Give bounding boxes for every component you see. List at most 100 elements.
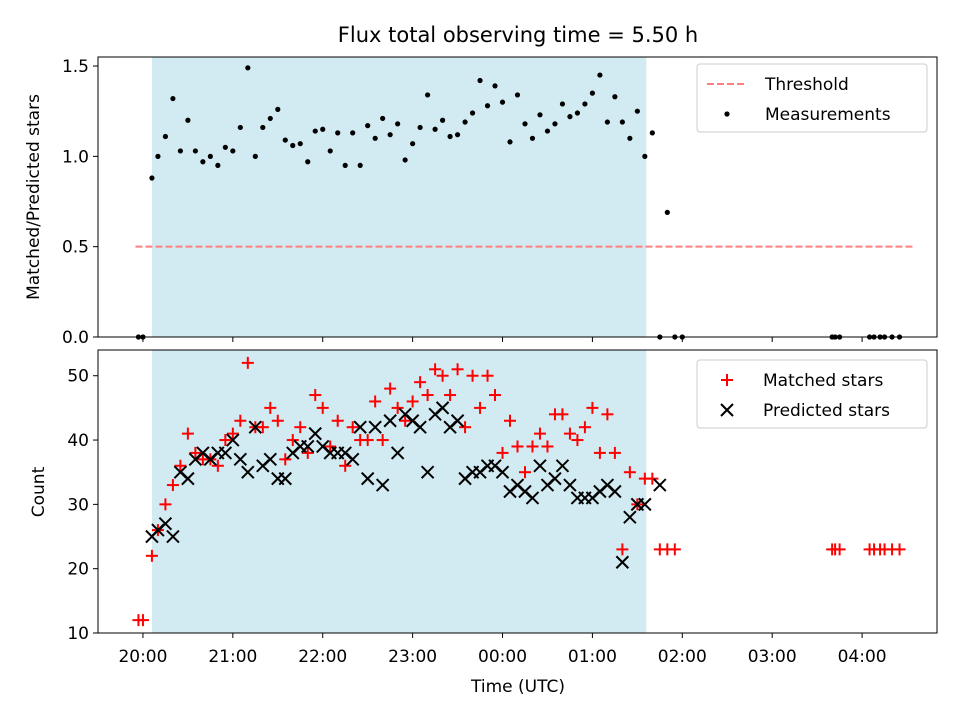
top-y-tick-label: 1.5: [62, 57, 89, 77]
measurement-point: [522, 121, 528, 127]
matched-stars-point: [556, 408, 569, 421]
matched-stars-point: [444, 389, 457, 402]
measurement-point: [252, 153, 258, 159]
measurement-point: [589, 90, 596, 96]
measurement-point: [507, 139, 513, 145]
measurements-legend-label: Measurements: [765, 105, 891, 125]
matched-stars-point: [616, 543, 629, 556]
x-tick-label: 01:00: [568, 647, 617, 667]
bottom-axes-frame: [97, 349, 938, 634]
predicted-stars-point: [525, 491, 540, 505]
matched-stars-point: [414, 376, 427, 389]
measurement-point: [267, 115, 273, 122]
measurement-point: [402, 157, 408, 163]
matched-stars-point: [481, 369, 494, 382]
matched-stars-point: [279, 453, 292, 466]
bottom-panel: 10 20 30 40 50 20:00 21:00 22:00 23:00 00:00 01:0…: [29, 349, 938, 697]
matched-stars-point: [189, 446, 202, 459]
x-tick-label: 20:00: [118, 647, 167, 667]
matched-stars-point: [294, 421, 307, 434]
threshold-legend-label: Threshold: [764, 75, 849, 95]
measurement-point: [342, 162, 348, 168]
predicted-stars-point: [375, 478, 390, 492]
bottom-plot-area: [132, 350, 906, 633]
bottom-y-tick-label: 50: [67, 367, 89, 387]
measurement-point: [320, 126, 326, 132]
measurement-point: [192, 148, 198, 154]
matched-stars-point: [526, 440, 539, 453]
matched-stars-point: [159, 498, 172, 511]
measurement-point: [410, 141, 416, 147]
predicted-legend-marker: [720, 403, 734, 417]
matched-stars-point: [511, 440, 524, 453]
predicted-stars-point: [638, 497, 652, 512]
predicted-stars-point: [360, 471, 375, 486]
matched-stars-point: [181, 427, 194, 440]
matched-stars-point: [234, 414, 247, 427]
measurement-point: [574, 110, 581, 116]
matched-stars-point: [563, 427, 576, 440]
measurement-point: [664, 209, 670, 215]
matched-stars-point: [211, 459, 224, 472]
measurements-legend-marker: [724, 111, 730, 117]
measurement-point: [492, 83, 498, 89]
matched-stars-point: [174, 459, 187, 472]
x-tick-label: 03:00: [748, 647, 797, 667]
measurement-point: [275, 106, 281, 112]
matched-stars-point: [518, 466, 531, 479]
measurement-point: [552, 121, 558, 127]
measurement-point: [417, 124, 423, 131]
measurement-point: [200, 159, 206, 165]
measurement-point: [305, 159, 311, 165]
matched-stars-point: [324, 440, 337, 453]
matched-stars-point: [436, 369, 449, 382]
measurement-point: [649, 130, 655, 136]
predicted-stars-point: [548, 471, 562, 486]
measurement-point: [642, 153, 648, 159]
predicted-stars-point: [383, 414, 397, 428]
measurement-point: [514, 92, 521, 98]
measurement-point: [215, 162, 221, 168]
predicted-stars-point: [345, 452, 360, 467]
measurement-point: [619, 119, 625, 125]
predicted-stars-point: [563, 478, 577, 492]
top-plot-area: [135, 57, 915, 340]
predicted-stars-point: [450, 414, 465, 428]
bottom-y-tick-label: 40: [67, 431, 89, 451]
predicted-legend-label: Predicted stars: [763, 401, 890, 421]
measurement-point: [499, 99, 506, 105]
measurement-point: [237, 124, 243, 131]
measurement-point: [177, 148, 184, 154]
matched-stars-point: [145, 549, 158, 562]
bottom-observing-window: [151, 350, 647, 633]
top-legend: Threshold Measurements: [696, 63, 928, 133]
predicted-stars-point: [495, 465, 510, 479]
bottom-legend-box: [696, 359, 928, 429]
measurement-point: [282, 137, 288, 143]
measurement-point: [604, 119, 610, 125]
predicted-stars-point: [241, 465, 255, 479]
matched-stars-point: [578, 421, 591, 434]
predicted-stars-point: [166, 529, 180, 544]
measurement-point: [634, 108, 640, 114]
measurement-point: [612, 94, 618, 100]
predicted-stars-point: [615, 555, 630, 569]
matched-stars-point: [376, 434, 389, 447]
matched-stars-point: [489, 389, 502, 402]
matched-stars-point: [361, 434, 374, 447]
matched-stars-point: [406, 395, 419, 408]
measurement-point: [327, 148, 333, 154]
matched-stars-point: [339, 459, 352, 472]
measurement-point: [260, 124, 266, 131]
matched-stars-point: [369, 395, 382, 408]
predicted-stars-point: [623, 510, 637, 524]
predicted-stars-point: [308, 426, 322, 441]
measurement-point: [380, 115, 386, 122]
top-axes-frame: [97, 56, 938, 338]
matched-stars-point: [496, 446, 509, 459]
predicted-stars-point: [181, 471, 195, 486]
measurement-point: [537, 112, 543, 118]
matched-stars-point: [541, 440, 554, 453]
predicted-stars-point: [248, 420, 263, 434]
